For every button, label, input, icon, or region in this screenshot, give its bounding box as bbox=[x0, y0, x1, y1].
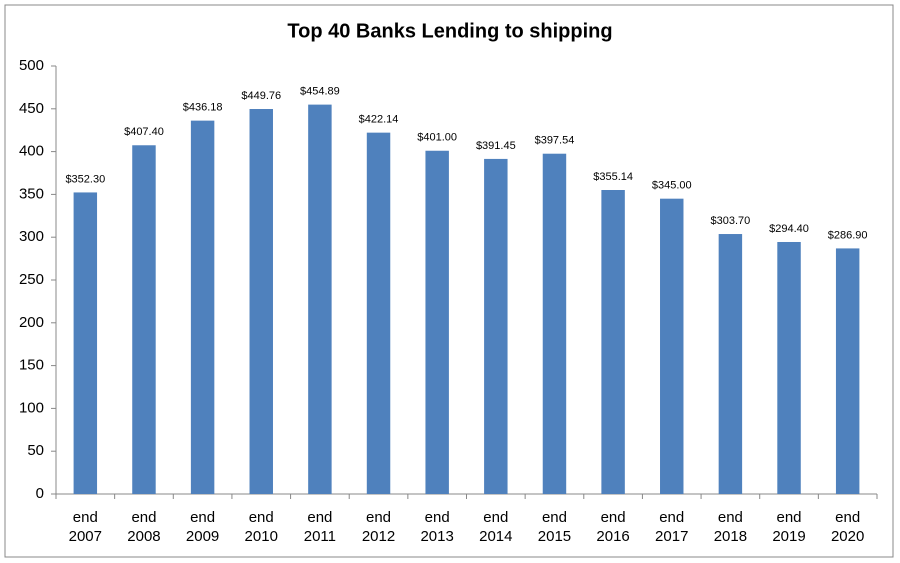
value-label: $401.00 bbox=[417, 132, 457, 144]
y-tick-label: 50 bbox=[27, 442, 44, 459]
y-tick-label: 450 bbox=[19, 100, 44, 117]
y-tick-label: 150 bbox=[19, 357, 44, 374]
value-label: $454.89 bbox=[300, 86, 340, 98]
x-tick-label: end 2008 bbox=[127, 509, 161, 545]
value-label: $294.40 bbox=[769, 223, 809, 235]
y-tick-label: 0 bbox=[36, 485, 44, 502]
x-tick-label: end 2007 bbox=[68, 509, 102, 545]
bar bbox=[660, 198, 684, 494]
value-label: $449.76 bbox=[241, 90, 281, 102]
bar bbox=[190, 120, 215, 495]
x-tick-label: end 2010 bbox=[244, 509, 278, 545]
bar bbox=[425, 150, 449, 494]
x-tick-label: end 2012 bbox=[361, 509, 396, 545]
value-label: $355.14 bbox=[593, 171, 633, 183]
bar bbox=[308, 104, 332, 494]
bar bbox=[73, 192, 98, 494]
x-tick-label: end 2016 bbox=[596, 509, 630, 545]
y-tick-label: 100 bbox=[19, 399, 44, 416]
x-tick-label: end 2018 bbox=[713, 509, 748, 545]
bar bbox=[835, 248, 860, 494]
value-label: $422.14 bbox=[359, 114, 399, 126]
bar bbox=[718, 234, 743, 494]
bar bbox=[777, 241, 801, 494]
y-tick-label: 400 bbox=[19, 143, 44, 160]
value-label: $436.18 bbox=[183, 102, 223, 114]
value-label: $286.90 bbox=[828, 229, 868, 241]
x-tick-label: end 2009 bbox=[185, 509, 220, 545]
bar bbox=[542, 153, 567, 495]
y-tick-label: 250 bbox=[19, 271, 44, 288]
x-tick-label: end 2011 bbox=[303, 509, 337, 545]
bar bbox=[132, 145, 156, 494]
bar bbox=[249, 109, 273, 495]
x-tick-label: end 2019 bbox=[772, 509, 806, 545]
bar bbox=[366, 132, 391, 494]
value-label: $303.70 bbox=[711, 215, 751, 227]
value-label: $352.30 bbox=[65, 173, 105, 185]
value-label: $407.40 bbox=[124, 126, 164, 138]
x-tick-label: end 2020 bbox=[830, 509, 865, 545]
bar bbox=[601, 190, 625, 494]
value-label: $397.54 bbox=[535, 135, 575, 147]
x-tick-label: end 2014 bbox=[479, 509, 513, 545]
y-tick-label: 500 bbox=[19, 57, 44, 74]
value-label: $345.00 bbox=[652, 180, 692, 192]
x-tick-label: end 2013 bbox=[420, 509, 454, 545]
y-tick-label: 300 bbox=[19, 228, 44, 245]
bar bbox=[484, 158, 508, 494]
x-tick-label: end 2015 bbox=[537, 509, 572, 545]
y-tick-label: 350 bbox=[19, 185, 44, 202]
x-tick-label: end 2017 bbox=[655, 509, 689, 545]
value-label: $391.45 bbox=[476, 140, 516, 152]
chart-title: Top 40 Banks Lending to shipping bbox=[287, 20, 612, 42]
y-tick-label: 200 bbox=[19, 314, 44, 331]
